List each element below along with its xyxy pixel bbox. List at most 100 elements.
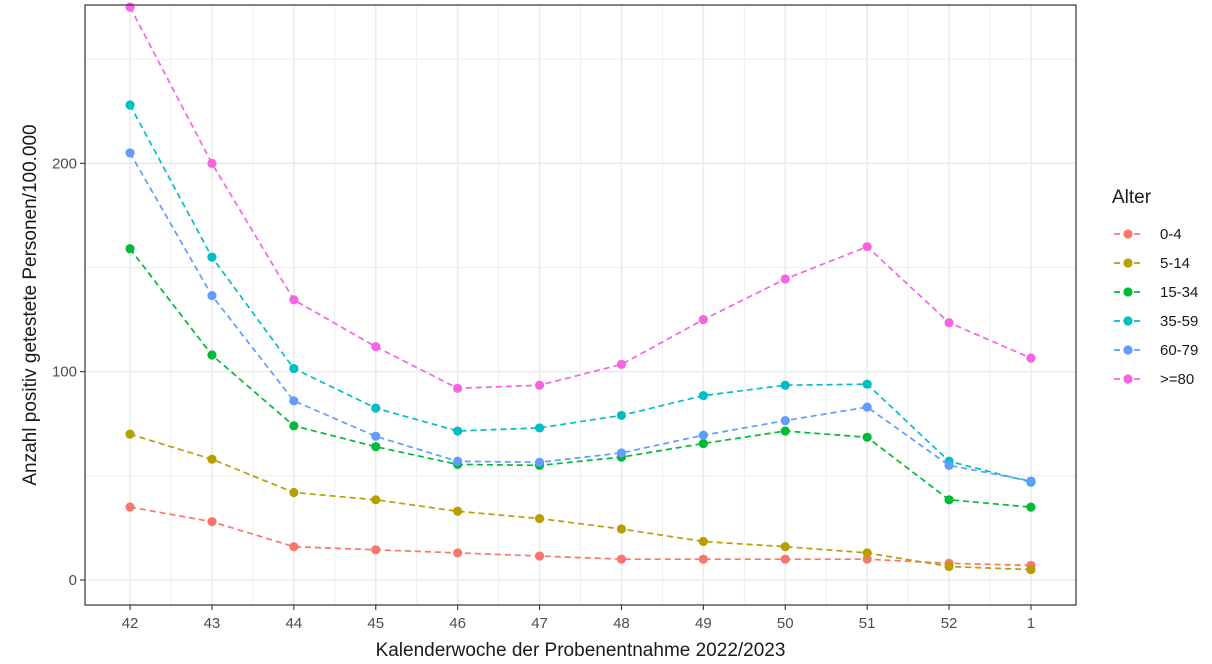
series-line (129, 433, 1032, 571)
legend-item-5-14: 5-14 (1114, 255, 1190, 272)
data-point (453, 426, 463, 436)
data-point (698, 438, 708, 449)
legend-key-point (1123, 258, 1133, 268)
data-point (289, 487, 299, 498)
data-point (944, 460, 954, 471)
data-point (125, 148, 135, 158)
data-point (207, 350, 217, 360)
data-point (862, 242, 872, 252)
y-axis-title: Anzahl positiv getestete Personen/100.00… (20, 124, 41, 485)
data-point (453, 548, 463, 558)
legend-label: 35-59 (1160, 313, 1198, 330)
series-0-4 (125, 502, 1036, 571)
data-point (780, 426, 790, 436)
data-point (698, 314, 708, 325)
data-point (534, 513, 545, 524)
x-tick-label: 46 (449, 615, 466, 632)
data-point (780, 554, 790, 564)
legend-item-0-4: 0-4 (1114, 226, 1182, 243)
data-point (289, 421, 299, 431)
data-point (125, 429, 135, 439)
x-tick-label: 50 (777, 615, 794, 632)
series-60-79 (125, 148, 1036, 486)
data-point (616, 410, 627, 421)
x-tick-label: 44 (286, 615, 303, 632)
data-point (289, 542, 299, 552)
data-point (207, 291, 217, 301)
data-point (534, 457, 545, 467)
data-point (698, 430, 708, 440)
series-line (129, 104, 1032, 483)
data-point (289, 295, 299, 305)
legend-item-60-79: 60-79 (1114, 342, 1198, 359)
data-point (371, 545, 381, 555)
data-point (125, 2, 135, 12)
data-point (780, 542, 790, 552)
data-point (780, 416, 790, 426)
data-point (862, 432, 872, 442)
axis-ticks: 0 100 200 42 43 44 45 46 47 48 49 50 51 52 1 (52, 155, 1035, 632)
data-point (616, 448, 627, 458)
data-point (616, 554, 627, 564)
data-point (616, 359, 627, 369)
legend-key-point (1123, 345, 1133, 355)
data-point (371, 342, 381, 352)
data-point (207, 158, 217, 168)
data-point (534, 551, 545, 561)
data-point (862, 379, 872, 389)
data-point (1026, 476, 1036, 486)
data-point (944, 318, 954, 328)
series-line (129, 506, 1032, 567)
series-15-34 (125, 244, 1036, 512)
legend-label: >=80 (1160, 371, 1194, 388)
legend-key-point (1123, 287, 1133, 297)
data-point (698, 554, 708, 564)
x-tick-label: 42 (122, 615, 139, 632)
data-point (862, 548, 872, 558)
y-tick-label: 200 (52, 155, 77, 172)
panel-border (84, 4, 1077, 606)
data-point (1026, 502, 1036, 512)
data-point (944, 561, 954, 572)
series-line (129, 248, 1032, 508)
series->=80 (125, 2, 1036, 393)
legend-label: 60-79 (1160, 342, 1198, 359)
data-point (289, 396, 299, 406)
series-5-14 (125, 429, 1036, 575)
legend-key-point (1123, 374, 1133, 384)
data-point (453, 456, 463, 466)
data-point (371, 442, 381, 452)
legend-label: 0-4 (1160, 226, 1182, 243)
data-point (453, 383, 463, 393)
data-point (125, 100, 135, 110)
legend-item->=80: >=80 (1114, 371, 1194, 388)
data-point (125, 502, 135, 512)
data-point (1026, 564, 1036, 575)
data-point (780, 380, 790, 390)
data-point (371, 495, 381, 505)
grid (85, 5, 1076, 605)
data-point (289, 363, 299, 374)
data-point (371, 431, 381, 441)
data-point (207, 517, 217, 527)
data-point (944, 495, 954, 505)
data-point (125, 244, 135, 254)
data-point (698, 536, 708, 547)
y-tick-label: 100 (52, 364, 77, 381)
x-tick-label: 48 (613, 615, 630, 632)
legend-item-35-59: 35-59 (1114, 313, 1198, 330)
data-point (616, 524, 627, 534)
data-point (534, 380, 545, 390)
x-tick-label: 47 (531, 615, 548, 632)
x-axis-title: Kalenderwoche der Probenentnahme 2022/20… (376, 640, 786, 661)
x-tick-label: 51 (859, 615, 876, 632)
data-point (1026, 353, 1036, 363)
legend-label: 5-14 (1160, 255, 1190, 272)
legend-title: Alter (1112, 187, 1152, 208)
data-point (371, 403, 381, 413)
data-point (534, 423, 545, 433)
x-tick-label: 52 (941, 615, 958, 632)
legend-item-15-34: 15-34 (1114, 284, 1198, 301)
legend-key-point (1123, 229, 1133, 239)
